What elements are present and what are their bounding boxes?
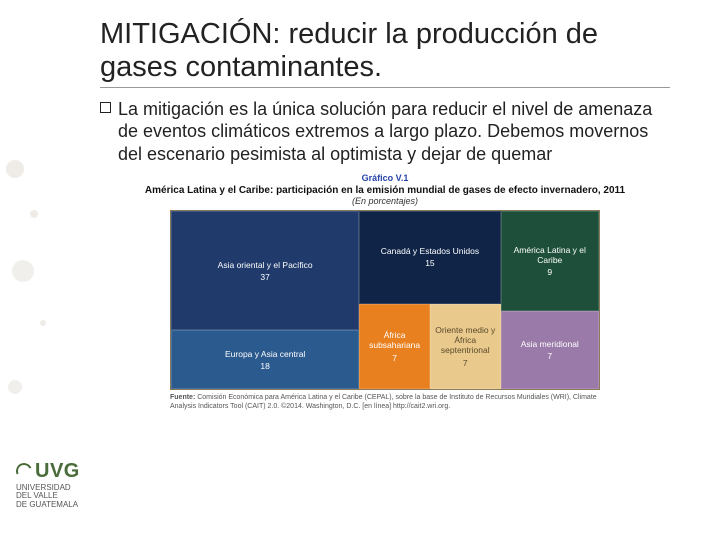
cell-value: 9 [506,267,594,277]
chart-source: Fuente: Comisión Económica para América … [170,394,600,412]
cell-value: 7 [521,351,579,361]
logo-text: UVG [35,460,80,482]
body-text-content: La mitigación es la única solución para … [118,99,652,164]
decor-circle-icon [40,320,46,326]
treemap-cell: Europa y Asia central 18 [171,330,359,389]
cell-label: Oriente medio y África septentrional [435,325,496,356]
decor-circle-icon [30,210,38,218]
chart-heading: Gráfico V.1 [100,173,670,183]
cell-value: 15 [381,258,479,268]
cell-value: 18 [225,361,305,371]
cell-label: Canadá y Estados Unidos [381,246,479,256]
treemap-cell: Oriente medio y África septentrional 7 [430,304,501,389]
decor-circle-icon [6,160,24,178]
body-paragraph: La mitigación es la única solución para … [100,98,670,166]
chart-title: América Latina y el Caribe: participació… [100,185,670,196]
treemap-cell: Asia meridional 7 [501,311,599,389]
logo-arc-icon [14,460,35,481]
bullet-icon [100,102,111,113]
cell-label: Asia oriental y el Pacífico [218,260,313,270]
treemap-cell: África subsahariana 7 [359,304,430,389]
cell-value: 37 [218,272,313,282]
uvg-logo: UVG UNIVERSIDAD DEL VALLE DE GUATEMALA [16,460,86,510]
cell-value: 7 [364,353,425,363]
treemap-cell: Asia oriental y el Pacífico 37 [171,211,359,330]
cell-label: Asia meridional [521,339,579,349]
source-text: Comisión Económica para América Latina y… [170,394,597,410]
source-prefix: Fuente: [170,394,197,401]
treemap: Asia oriental y el Pacífico 37 Europa y … [170,210,600,390]
decor-circle-icon [8,380,22,394]
cell-label: África subsahariana [364,330,425,350]
treemap-cell: Canadá y Estados Unidos 15 [359,211,500,304]
chart-container: Gráfico V.1 América Latina y el Caribe: … [100,173,670,412]
treemap-cell: América Latina y el Caribe 9 [501,211,599,311]
slide-title: MITIGACIÓN: reducir la producción de gas… [100,18,670,88]
chart-subtitle: (En porcentajes) [100,196,670,206]
cell-label: Europa y Asia central [225,349,305,359]
cell-value: 7 [435,358,496,368]
cell-label: América Latina y el Caribe [506,245,594,265]
logo-line: DE GUATEMALA [16,501,86,510]
decor-circle-icon [12,260,34,282]
